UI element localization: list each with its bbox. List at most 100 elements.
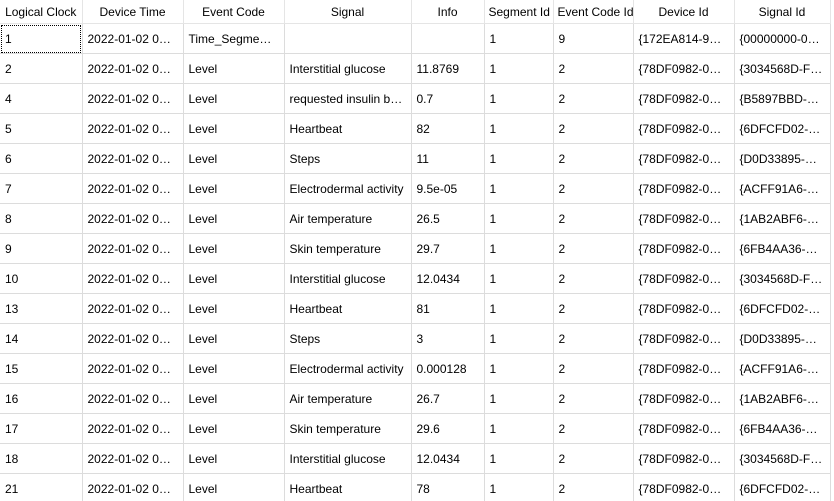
cell-logical-clock[interactable]: 16: [0, 383, 83, 414]
column-header-signal-id[interactable]: Signal Id: [734, 0, 831, 24]
table-row[interactable]: 4 2022-01-02 00:... Level requested insulin…: [0, 83, 831, 114]
cell-device-id[interactable]: {78DF0982-070...: [633, 143, 735, 174]
cell-info[interactable]: 9.5e-05: [411, 173, 485, 204]
cell-logical-clock[interactable]: 8: [0, 203, 83, 234]
cell-signal[interactable]: Skin temperature: [284, 233, 412, 264]
column-header-signal[interactable]: Signal: [284, 0, 412, 24]
cell-segment-id[interactable]: 1: [484, 83, 554, 114]
cell-device-time[interactable]: 2022-01-02 00:...: [82, 83, 184, 114]
table-row[interactable]: 15 2022-01-02 00:... Level Electrodermal ac…: [0, 353, 831, 384]
column-header-segment-id[interactable]: Segment Id: [484, 0, 554, 24]
cell-logical-clock[interactable]: 7: [0, 173, 83, 204]
cell-segment-id[interactable]: 1: [484, 413, 554, 444]
cell-signal-id[interactable]: {6DFCFD02-C4...: [734, 293, 831, 324]
cell-device-time[interactable]: 2022-01-02 00:...: [82, 53, 184, 84]
cell-logical-clock[interactable]: 4: [0, 83, 83, 114]
cell-segment-id[interactable]: 1: [484, 173, 554, 204]
cell-segment-id[interactable]: 1: [484, 323, 554, 354]
cell-info[interactable]: 29.6: [411, 413, 485, 444]
cell-signal-id[interactable]: {ACFF91A6-D9...: [734, 353, 831, 384]
cell-device-time[interactable]: 2022-01-02 00:...: [82, 413, 184, 444]
cell-device-time[interactable]: 2022-01-02 00:...: [82, 263, 184, 294]
cell-logical-clock[interactable]: 14: [0, 323, 83, 354]
cell-segment-id[interactable]: 1: [484, 113, 554, 144]
cell-signal-id[interactable]: {1AB2ABF6-E7...: [734, 383, 831, 414]
column-header-logical-clock[interactable]: Logical Clock: [0, 0, 83, 24]
table-row[interactable]: 9 2022-01-02 00:... Level Skin temperature 2…: [0, 233, 831, 264]
cell-signal[interactable]: Electrodermal activity: [284, 353, 412, 384]
cell-device-id[interactable]: {78DF0982-070...: [633, 263, 735, 294]
cell-device-time[interactable]: 2022-01-02 00:...: [82, 113, 184, 144]
cell-signal-id[interactable]: {6DFCFD02-C4...: [734, 473, 831, 501]
cell-segment-id[interactable]: 1: [484, 203, 554, 234]
cell-device-id[interactable]: {78DF0982-070...: [633, 83, 735, 114]
cell-event-code[interactable]: Level: [183, 473, 285, 501]
cell-signal-id[interactable]: {D0D33895-FBE...: [734, 143, 831, 174]
cell-device-time[interactable]: 2022-01-02 00:...: [82, 443, 184, 474]
cell-info[interactable]: 82: [411, 113, 485, 144]
cell-event-code[interactable]: Level: [183, 353, 285, 384]
table-row[interactable]: 18 2022-01-02 00:... Level Interstitial glu…: [0, 443, 831, 474]
table-row[interactable]: 8 2022-01-02 00:... Level Air temperature 26…: [0, 203, 831, 234]
cell-device-time[interactable]: 2022-01-02 00:...: [82, 23, 184, 54]
cell-info[interactable]: 11: [411, 143, 485, 174]
column-header-device-time[interactable]: Device Time: [82, 0, 184, 24]
cell-info[interactable]: 12.0434: [411, 443, 485, 474]
cell-event-code[interactable]: Level: [183, 293, 285, 324]
cell-device-id[interactable]: {78DF0982-070...: [633, 173, 735, 204]
cell-logical-clock[interactable]: 1: [0, 23, 83, 54]
cell-segment-id[interactable]: 1: [484, 23, 554, 54]
cell-logical-clock[interactable]: 5: [0, 113, 83, 144]
cell-device-id[interactable]: {78DF0982-070...: [633, 323, 735, 354]
cell-event-code-id[interactable]: 2: [553, 443, 634, 474]
table-row[interactable]: 14 2022-01-02 00:... Level Steps 3 1 2 {78DF098…: [0, 323, 831, 354]
cell-signal-id[interactable]: {3034568D-F49...: [734, 53, 831, 84]
cell-event-code-id[interactable]: 2: [553, 383, 634, 414]
cell-segment-id[interactable]: 1: [484, 143, 554, 174]
cell-signal-id[interactable]: {6FB4AA36-C0...: [734, 233, 831, 264]
cell-event-code-id[interactable]: 2: [553, 293, 634, 324]
cell-logical-clock[interactable]: 17: [0, 413, 83, 444]
cell-signal[interactable]: requested insulin ba...: [284, 83, 412, 114]
cell-signal-id[interactable]: {3034568D-F49...: [734, 263, 831, 294]
cell-segment-id[interactable]: 1: [484, 293, 554, 324]
cell-device-time[interactable]: 2022-01-02 00:...: [82, 233, 184, 264]
cell-signal[interactable]: Interstitial glucose: [284, 53, 412, 84]
cell-event-code-id[interactable]: 2: [553, 53, 634, 84]
table-row[interactable]: 13 2022-01-02 00:... Level Heartbeat 81 1 2 {78…: [0, 293, 831, 324]
cell-device-time[interactable]: 2022-01-02 00:...: [82, 293, 184, 324]
cell-signal[interactable]: Steps: [284, 143, 412, 174]
table-row[interactable]: 1 2022-01-02 00:... Time_Segment... 1 9 {172E…: [0, 23, 831, 54]
cell-signal[interactable]: Electrodermal activity: [284, 173, 412, 204]
cell-info[interactable]: 81: [411, 293, 485, 324]
cell-segment-id[interactable]: 1: [484, 353, 554, 384]
cell-event-code-id[interactable]: 2: [553, 113, 634, 144]
cell-device-time[interactable]: 2022-01-02 00:...: [82, 323, 184, 354]
cell-device-id[interactable]: {78DF0982-070...: [633, 53, 735, 84]
cell-event-code[interactable]: Level: [183, 53, 285, 84]
table-row[interactable]: 17 2022-01-02 00:... Level Skin temperature…: [0, 413, 831, 444]
cell-device-id[interactable]: {78DF0982-070...: [633, 353, 735, 384]
cell-info[interactable]: 0.7: [411, 83, 485, 114]
cell-signal-id[interactable]: {D0D33895-FBE...: [734, 323, 831, 354]
cell-device-time[interactable]: 2022-01-02 00:...: [82, 173, 184, 204]
table-row[interactable]: 16 2022-01-02 00:... Level Air temperature 2…: [0, 383, 831, 414]
cell-signal[interactable]: Skin temperature: [284, 413, 412, 444]
cell-logical-clock[interactable]: 2: [0, 53, 83, 84]
cell-info[interactable]: [411, 23, 485, 54]
cell-logical-clock[interactable]: 10: [0, 263, 83, 294]
column-header-info[interactable]: Info: [411, 0, 485, 24]
cell-device-id[interactable]: {78DF0982-070...: [633, 233, 735, 264]
cell-signal-id[interactable]: {3034568D-F49...: [734, 443, 831, 474]
cell-signal-id[interactable]: {6DFCFD02-C4...: [734, 113, 831, 144]
cell-event-code-id[interactable]: 2: [553, 143, 634, 174]
cell-device-id[interactable]: {172EA814-9DF...: [633, 23, 735, 54]
cell-event-code[interactable]: Level: [183, 113, 285, 144]
cell-device-time[interactable]: 2022-01-02 00:...: [82, 143, 184, 174]
table-row[interactable]: 5 2022-01-02 00:... Level Heartbeat 82 1 2 {78D…: [0, 113, 831, 144]
cell-event-code[interactable]: Level: [183, 323, 285, 354]
cell-signal-id[interactable]: {ACFF91A6-D9...: [734, 173, 831, 204]
cell-info[interactable]: 0.000128: [411, 353, 485, 384]
column-header-event-code-id[interactable]: Event Code Id: [553, 0, 634, 24]
cell-event-code[interactable]: Level: [183, 203, 285, 234]
